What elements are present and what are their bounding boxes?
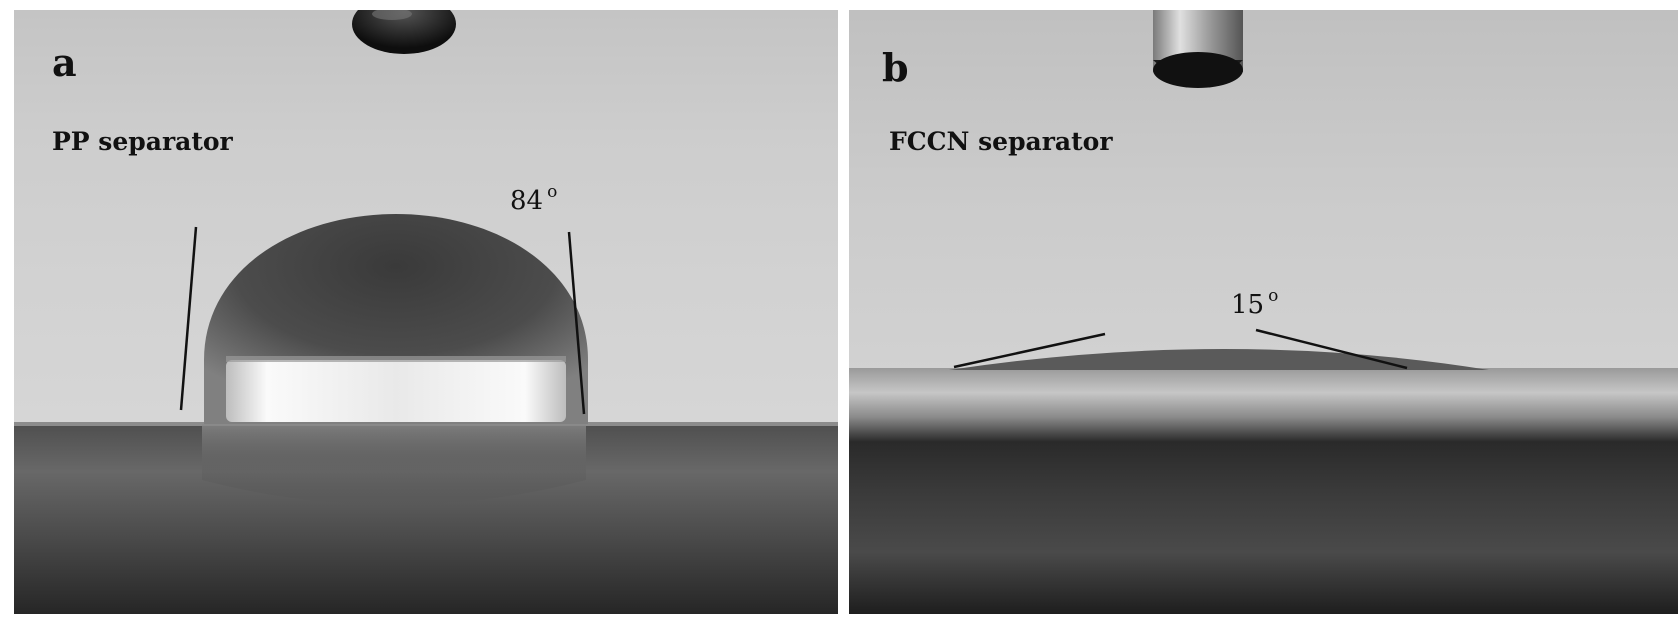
contact-angle-label: 15 o (1231, 288, 1278, 320)
contact-angle-value: 84 (510, 186, 544, 216)
tangent-line-left (179, 226, 198, 411)
tangent-line-right (567, 231, 586, 415)
contact-angle-value: 15 (1231, 290, 1265, 320)
panel-b-photo (849, 10, 1678, 614)
degree-mark: o (547, 182, 558, 202)
tangent-line-right (1255, 328, 1408, 370)
panel-a-photo (14, 10, 838, 614)
degree-mark: o (1268, 286, 1279, 306)
panel-caption: FCCN separator (889, 127, 1113, 156)
tangent-line-left (953, 332, 1106, 369)
panel-b-fccn-separator: b FCCN separator 15 o (849, 10, 1678, 614)
contact-angle-label: 84 o (510, 184, 557, 216)
panel-a-pp-separator: a PP separator 84 o (14, 10, 838, 614)
panel-letter: a (52, 40, 77, 85)
panel-letter: b (882, 45, 909, 90)
panel-caption: PP separator (52, 127, 233, 156)
needle-tip (352, 10, 456, 54)
